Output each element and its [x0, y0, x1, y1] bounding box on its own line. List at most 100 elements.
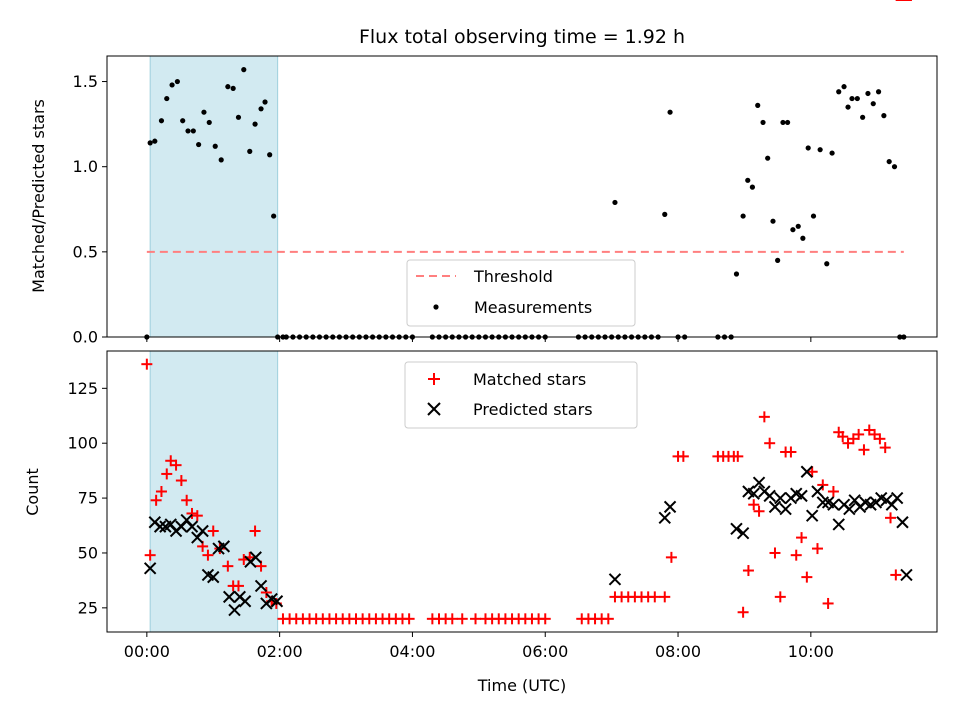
matched-star-point	[144, 549, 156, 561]
measurement-point	[870, 101, 876, 107]
matched-star-point	[161, 468, 173, 480]
measurement-point	[164, 95, 170, 102]
measurement-point	[745, 177, 751, 183]
matched-star-point	[785, 446, 797, 458]
measurement-point	[169, 82, 175, 88]
top-legend-box	[406, 259, 636, 327]
matched-star-point	[858, 444, 870, 456]
measurement-point	[267, 152, 273, 158]
matched-star-point	[539, 613, 551, 625]
matched-star-point	[150, 494, 162, 506]
matched-star-point	[207, 525, 219, 537]
x-tick-label: 08:00	[655, 642, 701, 661]
observing-interval-shade	[149, 350, 279, 633]
predicted-stars-points	[143, 465, 913, 617]
predicted-star-point	[774, 491, 787, 505]
matched-star-point	[737, 606, 749, 618]
predicted-star-point	[228, 603, 241, 617]
y-tick-label: 125	[67, 379, 98, 398]
predicted-star-point	[663, 500, 677, 514]
measurement-point	[765, 155, 771, 161]
matched-star-point	[796, 532, 808, 544]
predicted-star-point	[196, 524, 209, 538]
predicted-star-point	[827, 498, 840, 511]
bottom-legend: Matched stars Predicted stars	[404, 361, 638, 429]
matched-star-point	[175, 475, 187, 487]
measurement-point	[190, 128, 196, 134]
bottom-y-axis-title: Count	[23, 468, 42, 516]
measurement-point	[875, 89, 882, 95]
measurement-point	[770, 218, 776, 224]
matched-star-point	[769, 547, 781, 559]
measurement-point	[755, 102, 761, 108]
matched-legend-label: Matched stars	[473, 370, 586, 389]
matched-star-point	[222, 560, 234, 572]
measurement-point	[258, 106, 264, 112]
bottom-y-axis: 25 50 75 100 125	[67, 379, 107, 617]
top-plot-frame	[106, 55, 938, 338]
predicted-star-point	[811, 485, 824, 498]
measurement-point	[760, 119, 766, 126]
matched-star-point	[764, 437, 776, 449]
predicted-star-point	[658, 511, 671, 525]
matched-star-point	[446, 613, 458, 625]
measurement-point	[196, 141, 202, 148]
predicted-legend-swatch	[427, 402, 441, 416]
predicted-star-point	[185, 520, 199, 533]
matched-star-point	[811, 543, 823, 555]
matched-star-point	[801, 571, 813, 583]
measurement-point	[740, 213, 746, 219]
measurement-point	[201, 109, 207, 115]
observing-interval-shade	[149, 55, 279, 338]
measurement-point	[854, 95, 860, 102]
matched-star-point	[827, 486, 839, 497]
bottom-plot-frame	[106, 350, 938, 633]
matched-star-point	[665, 551, 677, 563]
matched-star-point	[186, 507, 198, 519]
measurement-point	[206, 119, 212, 126]
measurement-point	[262, 99, 268, 105]
matched-star-point	[232, 580, 244, 592]
predicted-star-point	[805, 509, 819, 522]
measurement-point	[152, 138, 158, 144]
matched-stars-points	[141, 0, 912, 625]
x-tick-label: 06:00	[522, 642, 568, 661]
measurement-point	[667, 109, 673, 115]
measurement-point	[829, 150, 835, 156]
measurement-point	[780, 119, 786, 126]
measurement-point	[817, 147, 823, 153]
matched-star-point	[806, 466, 818, 478]
measurement-point	[218, 157, 224, 163]
measurement-points	[144, 67, 907, 340]
matched-star-point	[659, 591, 671, 603]
matched-legend-swatch	[428, 373, 440, 385]
measurement-point	[849, 95, 855, 102]
top-plot-panel: 0.0 0.5 1.0 1.5 Matched/Predicted stars Thr…	[29, 55, 938, 347]
matched-star-point	[853, 428, 865, 440]
threshold-legend-label: Threshold	[473, 267, 553, 286]
matched-star-point	[753, 505, 765, 517]
predicted-star-point	[800, 465, 814, 478]
measurement-point	[836, 89, 842, 95]
measurement-point	[860, 114, 866, 120]
matched-star-point	[191, 510, 203, 522]
matched-star-point	[822, 597, 834, 609]
matched-star-point	[456, 613, 468, 625]
predicted-star-point	[730, 522, 743, 536]
y-tick-label: 25	[78, 598, 98, 617]
measurement-point	[241, 67, 247, 73]
measurement-point	[841, 84, 847, 90]
predicted-star-point	[736, 527, 750, 540]
measurement-point	[662, 211, 668, 217]
measurement-point	[805, 145, 811, 151]
top-legend: Threshold Measurements	[406, 259, 636, 327]
measurement-point	[824, 261, 830, 267]
measurement-point	[785, 119, 791, 126]
measurement-point	[225, 84, 231, 90]
predicted-star-point	[222, 590, 236, 604]
predicted-star-point	[779, 502, 792, 516]
x-axis-title: Time (UTC)	[477, 676, 566, 695]
measurement-point	[158, 118, 165, 124]
y-tick-label: 1.0	[73, 157, 98, 176]
y-tick-label: 75	[78, 489, 98, 508]
